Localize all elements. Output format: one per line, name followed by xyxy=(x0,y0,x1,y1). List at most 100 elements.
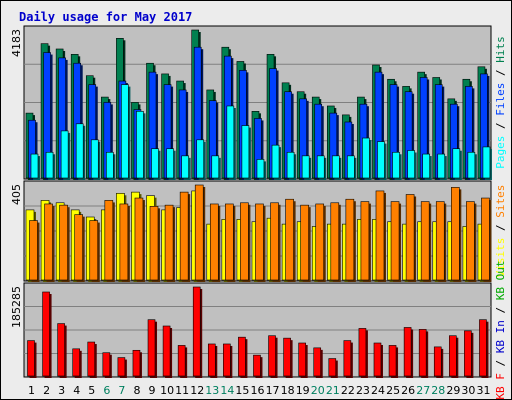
x-tick-day-28: 28 xyxy=(431,384,445,397)
bar-pages-day-4 xyxy=(75,123,84,179)
bar-pages-day-18 xyxy=(286,151,295,179)
x-tick-day-31: 31 xyxy=(476,384,490,397)
pages-files-hits-panel xyxy=(23,25,492,181)
x-tick-day-30: 30 xyxy=(461,384,475,397)
bar-pages-day-12 xyxy=(196,139,205,179)
x-tick-day-7: 7 xyxy=(118,384,125,397)
bar-sites-day-1 xyxy=(29,220,38,281)
x-tick-day-1: 1 xyxy=(28,384,35,397)
x-tick-day-27: 27 xyxy=(416,384,430,397)
bar-kbf-day-11 xyxy=(177,345,186,377)
legend-visits: Visits xyxy=(494,238,507,278)
chart-title: Daily usage for May 2017 xyxy=(19,10,192,24)
legend-kbf: KB F xyxy=(494,373,507,399)
x-tick-day-22: 22 xyxy=(341,384,355,397)
bar-pages-day-10 xyxy=(166,148,174,179)
bar-kbf-day-8 xyxy=(132,349,141,377)
x-tick-day-6: 6 xyxy=(103,384,110,397)
kbf-kbin-kbout-panel xyxy=(23,282,492,378)
legend-files: Files xyxy=(494,83,507,116)
bar-kbf-day-7 xyxy=(117,357,126,377)
bar-kbf-day-19 xyxy=(298,342,306,377)
bar-pages-day-20 xyxy=(316,155,325,179)
bar-pages-day-24 xyxy=(377,141,385,179)
legend-sep-1: / xyxy=(494,122,507,129)
bar-kbf-day-30 xyxy=(464,330,472,377)
bar-kbf-day-13 xyxy=(207,343,216,377)
bar-sites-day-29 xyxy=(451,187,460,281)
bar-sites-day-15 xyxy=(240,202,249,281)
bar-sites-day-13 xyxy=(209,203,219,281)
bar-kbf-day-18 xyxy=(283,337,291,377)
bar-pages-day-31 xyxy=(482,146,491,179)
bar-pages-day-19 xyxy=(301,155,310,179)
bar-pages-day-25 xyxy=(392,151,400,179)
bar-pages-day-15 xyxy=(241,125,250,179)
bar-kbf-day-2 xyxy=(42,291,50,377)
bar-pages-day-6 xyxy=(106,151,114,179)
bar-sites-day-27 xyxy=(420,201,430,281)
bar-sites-day-17 xyxy=(270,202,279,281)
bar-pages-day-2 xyxy=(45,151,54,179)
bar-sites-day-6 xyxy=(104,200,114,281)
bar-sites-day-14 xyxy=(225,203,234,281)
x-tick-day-26: 26 xyxy=(401,384,415,397)
bar-sites-day-24 xyxy=(375,190,385,281)
bar-sites-day-11 xyxy=(179,191,189,281)
bar-pages-day-26 xyxy=(407,150,415,179)
bar-kbf-day-12 xyxy=(192,286,201,377)
bar-sites-day-19 xyxy=(300,204,309,281)
bar-pages-day-27 xyxy=(422,153,430,179)
x-tick-day-17: 17 xyxy=(266,384,280,397)
x-tick-day-8: 8 xyxy=(133,384,140,397)
ymax-label-kbf: 185285 xyxy=(10,286,23,328)
bar-kbf-day-4 xyxy=(72,348,80,377)
bar-sites-day-20 xyxy=(315,203,325,281)
legend-pages-files-hits: Pages / Files / Hits xyxy=(494,36,507,169)
x-tick-day-12: 12 xyxy=(190,384,204,397)
x-tick-day-29: 29 xyxy=(446,384,460,397)
x-tick-day-10: 10 xyxy=(160,384,174,397)
bar-pages-day-11 xyxy=(181,155,189,179)
bar-sites-day-5 xyxy=(89,220,99,281)
x-tick-day-9: 9 xyxy=(149,384,156,397)
legend-sep-2: / xyxy=(494,69,507,76)
bar-pages-day-21 xyxy=(331,155,340,179)
bar-pages-day-7 xyxy=(121,84,129,179)
x-tick-day-19: 19 xyxy=(296,384,310,397)
bar-kbf-day-5 xyxy=(87,341,96,377)
bar-kbf-day-6 xyxy=(102,352,111,377)
bar-sites-day-12 xyxy=(194,184,204,281)
bar-kbf-day-31 xyxy=(479,319,487,377)
legend-hits: Hits xyxy=(494,36,507,63)
bar-sites-day-16 xyxy=(255,203,264,281)
bar-kbf-day-10 xyxy=(162,325,171,377)
bar-sites-day-28 xyxy=(435,201,445,281)
bar-kbf-day-22 xyxy=(343,340,352,377)
x-tick-day-4: 4 xyxy=(73,384,80,397)
bar-sites-day-25 xyxy=(390,201,400,281)
bar-pages-day-30 xyxy=(467,151,476,179)
bar-sites-day-30 xyxy=(466,201,475,281)
bar-sites-day-4 xyxy=(74,214,83,281)
legend-sep-5: / xyxy=(494,307,507,314)
legend-kbin: KB In xyxy=(494,320,507,353)
bar-kbf-day-14 xyxy=(223,343,231,377)
bar-kbf-day-20 xyxy=(313,347,322,377)
bar-pages-day-1 xyxy=(30,153,39,179)
bar-pages-day-28 xyxy=(437,153,446,179)
bar-kbf-day-21 xyxy=(328,358,337,377)
bar-sites-day-22 xyxy=(345,198,355,281)
bar-kbf-day-25 xyxy=(388,345,397,377)
x-tick-day-24: 24 xyxy=(371,384,385,397)
bar-sites-day-26 xyxy=(405,194,415,281)
bar-pages-day-22 xyxy=(347,155,355,179)
bar-pages-day-9 xyxy=(151,148,159,179)
x-tick-day-11: 11 xyxy=(175,384,189,397)
bar-kbf-day-28 xyxy=(433,346,442,377)
bar-pages-day-5 xyxy=(90,139,99,179)
bar-pages-day-29 xyxy=(452,148,461,179)
bar-sites-day-8 xyxy=(134,197,144,281)
